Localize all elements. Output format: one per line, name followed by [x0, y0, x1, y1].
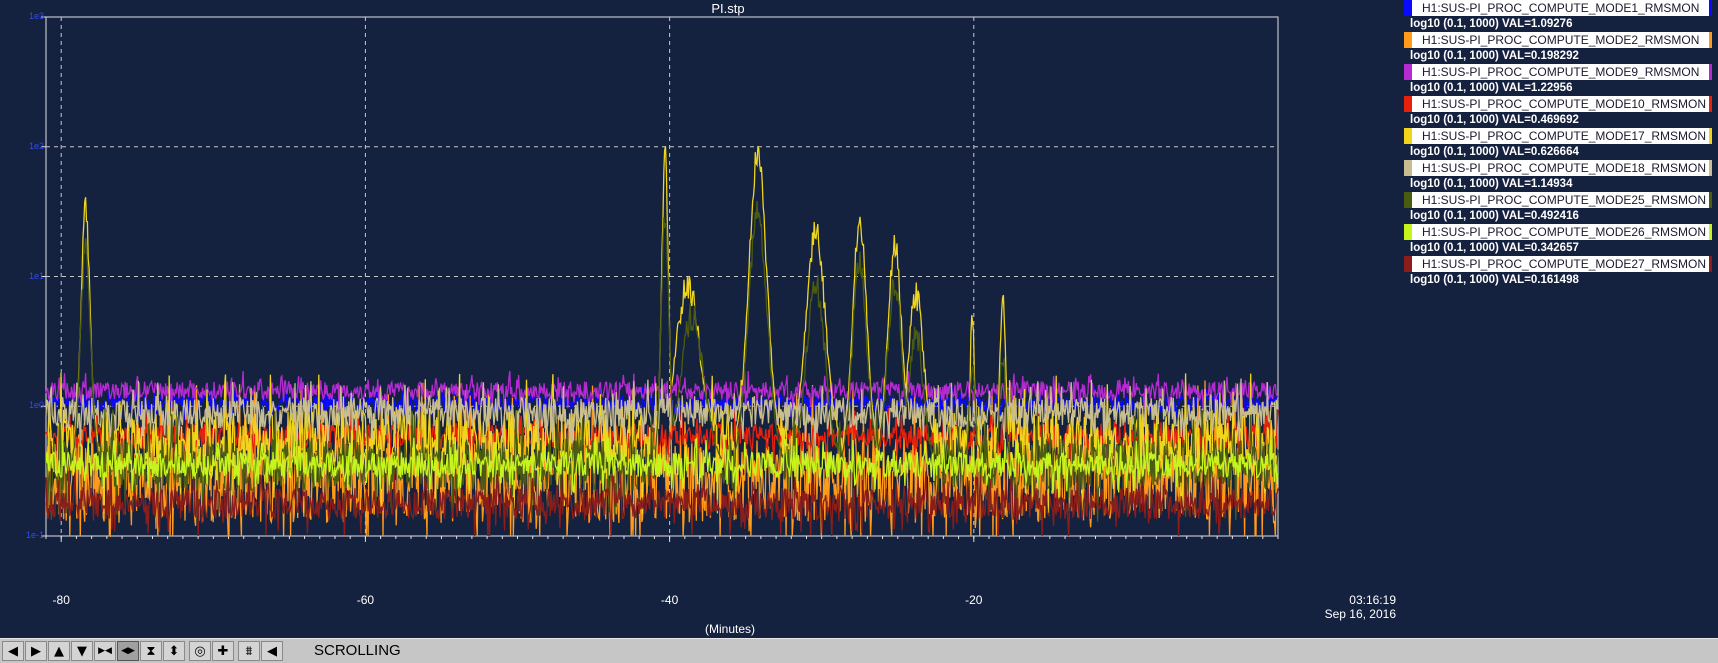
legend-channel-value: log10 (0.1, 1000) VAL=0.342657 — [1410, 242, 1579, 254]
legend-channel-value: log10 (0.1, 1000) VAL=1.22956 — [1410, 82, 1573, 94]
expand-horizontal-icon[interactable]: ▶◀ — [94, 641, 116, 661]
legend-channel-value: log10 (0.1, 1000) VAL=0.492416 — [1410, 210, 1579, 222]
legend-item[interactable]: H1:SUS-PI_PROC_COMPUTE_MODE27_RMSMON log1… — [1404, 256, 1718, 288]
zoom-circle-icon[interactable]: ◎ — [189, 641, 211, 661]
crosshair-icon[interactable]: ✚ — [212, 641, 234, 661]
series-line — [45, 200, 1279, 522]
legend-item[interactable]: H1:SUS-PI_PROC_COMPUTE_MODE1_RMSMON log10… — [1404, 0, 1718, 32]
legend-channel-name[interactable]: H1:SUS-PI_PROC_COMPUTE_MODE18_RMSMON — [1404, 160, 1712, 176]
legend-channel-value: log10 (0.1, 1000) VAL=0.198292 — [1410, 50, 1579, 62]
legend-channel-name[interactable]: H1:SUS-PI_PROC_COMPUTE_MODE2_RMSMON — [1404, 32, 1712, 48]
legend-item[interactable]: H1:SUS-PI_PROC_COMPUTE_MODE17_RMSMON log1… — [1404, 128, 1718, 160]
legend-channel-name[interactable]: H1:SUS-PI_PROC_COMPUTE_MODE25_RMSMON — [1404, 192, 1712, 208]
legend: H1:SUS-PI_PROC_COMPUTE_MODE1_RMSMON log10… — [1404, 0, 1718, 288]
strip-chart[interactable] — [0, 0, 1400, 590]
legend-item[interactable]: H1:SUS-PI_PROC_COMPUTE_MODE2_RMSMON log10… — [1404, 32, 1718, 64]
series-line — [45, 469, 1279, 537]
y-tick-label: 1e-1 — [25, 530, 44, 540]
compress-vertical-icon[interactable]: ⬍ — [163, 641, 185, 661]
series-line — [45, 378, 1279, 447]
legend-item[interactable]: H1:SUS-PI_PROC_COMPUTE_MODE9_RMSMON log10… — [1404, 64, 1718, 96]
legend-channel-name[interactable]: H1:SUS-PI_PROC_COMPUTE_MODE10_RMSMON — [1404, 96, 1712, 112]
legend-item[interactable]: H1:SUS-PI_PROC_COMPUTE_MODE25_RMSMON log1… — [1404, 192, 1718, 224]
scroll-right-icon[interactable]: ▶ — [25, 641, 47, 661]
series-line — [45, 145, 1279, 514]
mode-label: SCROLLING — [314, 642, 401, 659]
legend-item[interactable]: H1:SUS-PI_PROC_COMPUTE_MODE18_RMSMON log1… — [1404, 160, 1718, 192]
scroll-mode-icon[interactable]: ◀ — [261, 641, 283, 661]
legend-channel-value: log10 (0.1, 1000) VAL=0.626664 — [1410, 146, 1579, 158]
y-tick-label: 1e1 — [28, 270, 44, 281]
legend-channel-name[interactable]: H1:SUS-PI_PROC_COMPUTE_MODE1_RMSMON — [1404, 0, 1712, 16]
toolbar: ◀ ▶ ▲ ▼ ▶◀ ◀▶ ⧗ ⬍ ◎ ✚ ⩩ ◀ SCROLLING — [0, 638, 1718, 663]
legend-channel-value: log10 (0.1, 1000) VAL=1.14934 — [1410, 178, 1573, 190]
legend-channel-value: log10 (0.1, 1000) VAL=1.09276 — [1410, 18, 1573, 30]
x-axis-label: (Minutes) — [704, 622, 755, 636]
series-line — [45, 436, 1279, 493]
scroll-left-icon[interactable]: ◀ — [2, 641, 24, 661]
legend-channel-name[interactable]: H1:SUS-PI_PROC_COMPUTE_MODE27_RMSMON — [1404, 256, 1712, 272]
legend-item[interactable]: H1:SUS-PI_PROC_COMPUTE_MODE26_RMSMON log1… — [1404, 224, 1718, 256]
legend-channel-value: log10 (0.1, 1000) VAL=0.469692 — [1410, 114, 1579, 126]
y-tick-label: 1e3 — [28, 11, 44, 21]
legend-channel-name[interactable]: H1:SUS-PI_PROC_COMPUTE_MODE26_RMSMON — [1404, 224, 1712, 240]
current-date: Sep 16, 2016 — [1324, 607, 1396, 621]
x-tick-label: -40 — [660, 593, 679, 607]
scroll-down-icon[interactable]: ▼ — [71, 641, 93, 661]
y-tick-label: 1e2 — [28, 140, 44, 151]
x-tick-label: -60 — [356, 593, 375, 607]
x-tick-label: -20 — [965, 593, 983, 607]
legend-channel-name[interactable]: H1:SUS-PI_PROC_COMPUTE_MODE9_RMSMON — [1404, 64, 1712, 80]
current-time: 03:16:19 — [1349, 593, 1396, 607]
plot-title: PI.stp — [711, 1, 745, 16]
autoscale-icon[interactable]: ⩩ — [238, 641, 260, 661]
expand-vertical-icon[interactable]: ⧗ — [140, 641, 162, 661]
current-time-label: 03:16:19 Sep 16, 2016 — [1290, 593, 1396, 621]
x-tick-label: -80 — [52, 593, 70, 607]
legend-channel-value: log10 (0.1, 1000) VAL=0.161498 — [1410, 274, 1579, 286]
scroll-up-icon[interactable]: ▲ — [48, 641, 70, 661]
y-tick-label: 1e0 — [28, 400, 44, 411]
legend-item[interactable]: H1:SUS-PI_PROC_COMPUTE_MODE10_RMSMON log1… — [1404, 96, 1718, 128]
compress-horizontal-icon[interactable]: ◀▶ — [117, 641, 139, 661]
legend-channel-name[interactable]: H1:SUS-PI_PROC_COMPUTE_MODE17_RMSMON — [1404, 128, 1712, 144]
